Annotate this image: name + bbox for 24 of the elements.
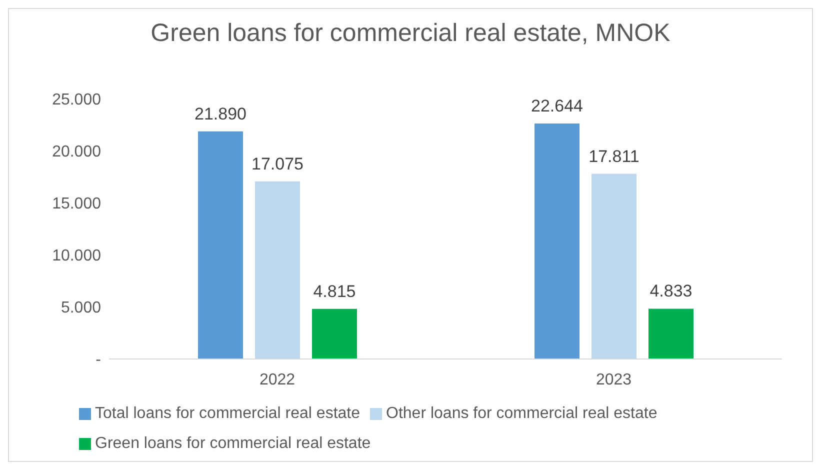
y-tick-label: 20.000	[52, 144, 102, 161]
data-label: 22.644	[531, 96, 583, 116]
x-tick-label: 2023	[596, 371, 632, 388]
data-label: 4.815	[313, 282, 356, 301]
legend-label: Green loans for commercial real estate	[95, 435, 371, 452]
y-tick-label: 25.000	[52, 92, 102, 109]
y-tick-label: 10.000	[52, 248, 102, 265]
data-label: 4.833	[650, 282, 692, 301]
y-tick-label: -	[96, 352, 101, 369]
legend-label: Total loans for commercial real estate	[95, 405, 360, 422]
data-label: 17.075	[252, 154, 304, 174]
legend-label: Other loans for commercial real estate	[386, 405, 658, 422]
bar	[648, 308, 694, 359]
x-tick-label: 2022	[259, 371, 296, 388]
data-label: 17.811	[588, 146, 640, 166]
bar	[255, 181, 300, 359]
chart-title: Green loans for commercial real estate, MNOK	[150, 18, 672, 49]
y-tick-label: 5.000	[60, 300, 102, 317]
bar	[592, 174, 636, 359]
y-tick-label: 15.000	[52, 196, 102, 213]
bar	[534, 124, 580, 359]
bar	[198, 131, 243, 359]
data-label: 21.890	[194, 104, 246, 124]
bar	[312, 308, 357, 359]
